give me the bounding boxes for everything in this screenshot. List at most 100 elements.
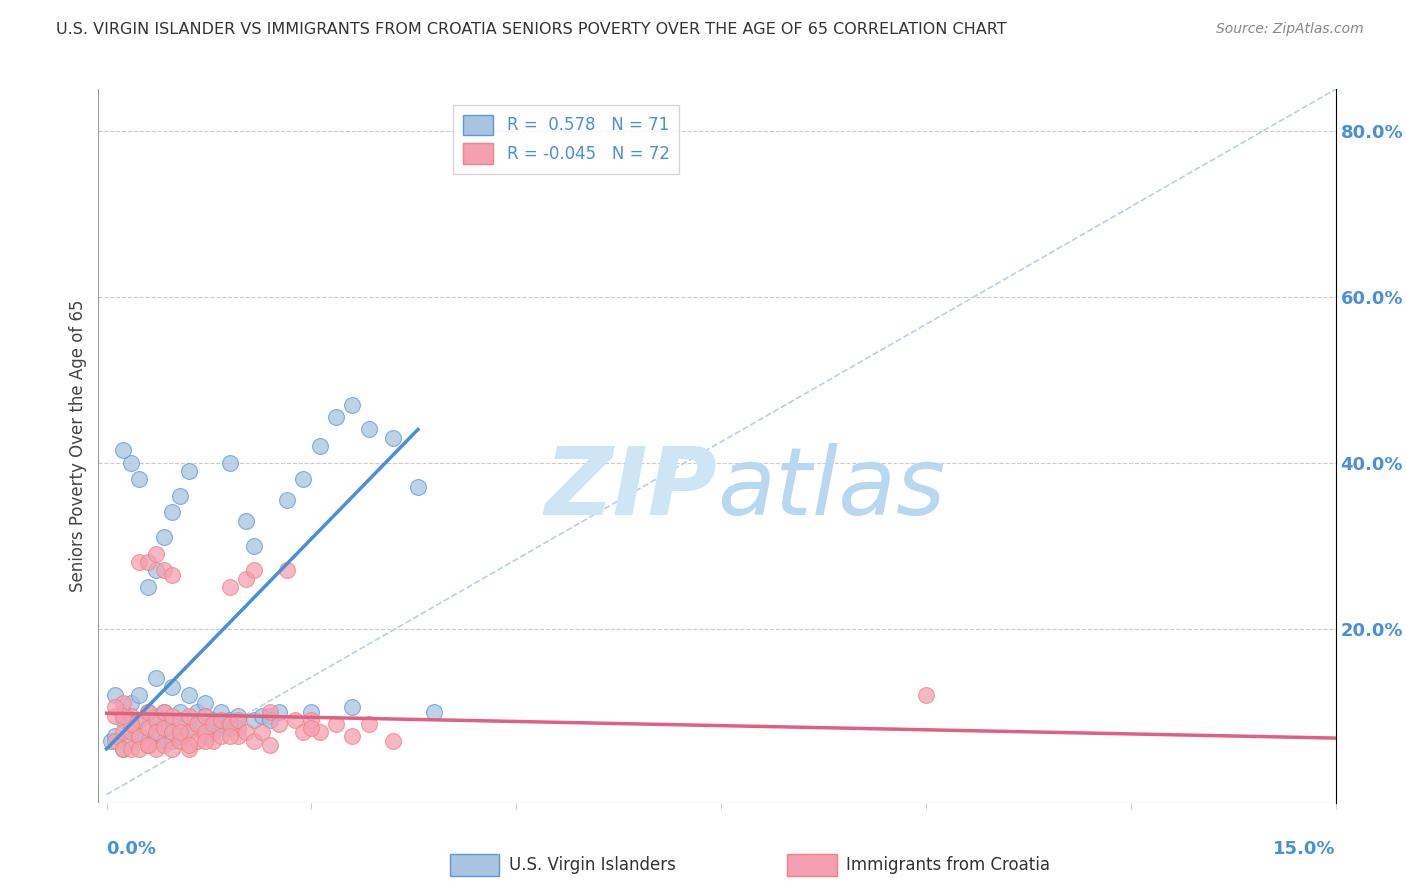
Point [145,730,167,744]
Point [145,742,167,756]
Point [120,721,142,735]
Point [177,464,200,478]
Point [308,725,330,739]
Point [235,514,257,528]
Point [243,733,266,747]
Point [136,721,159,735]
Point [128,742,150,756]
Point [243,713,266,727]
Point [357,422,380,436]
Text: Source: ZipAtlas.com: Source: ZipAtlas.com [1216,22,1364,37]
Point [145,713,167,727]
Point [209,713,232,727]
Point [136,733,159,747]
Point [218,580,240,594]
Point [194,708,217,723]
Point [136,721,159,735]
Point [177,742,200,756]
Point [194,696,217,710]
Point [259,738,281,752]
Point [111,713,134,727]
Point [136,705,159,719]
Point [243,564,266,578]
Point [284,713,307,727]
Point [194,725,217,739]
Point [160,680,183,694]
Point [177,738,200,752]
Point [120,708,142,723]
Point [169,713,191,727]
Point [160,713,183,727]
Point [186,717,208,731]
Point [235,572,257,586]
Point [301,721,323,735]
Point [128,713,150,727]
Point [160,725,183,739]
Point [128,555,150,569]
Point [128,713,150,727]
Point [226,713,249,727]
Point [128,472,150,486]
Point [145,564,167,578]
Point [104,688,127,702]
Point [218,717,240,731]
Text: atlas: atlas [717,443,945,534]
Point [177,713,200,727]
Point [177,708,200,723]
Point [276,564,298,578]
Point [160,567,183,582]
Point [186,733,208,747]
Text: Immigrants from Croatia: Immigrants from Croatia [846,856,1050,874]
Point [209,705,232,719]
Point [423,705,446,719]
Legend: R =  0.578   N = 71, R = -0.045   N = 72: R = 0.578 N = 71, R = -0.045 N = 72 [453,104,679,174]
Point [136,580,159,594]
Point [301,705,323,719]
Point [104,730,127,744]
Point [153,530,176,544]
Point [169,733,191,747]
Point [120,717,142,731]
Point [235,725,257,739]
Text: 0.0%: 0.0% [107,840,156,858]
Point [111,696,134,710]
Point [308,439,330,453]
Point [194,733,217,747]
Point [301,713,323,727]
Point [128,730,150,744]
Point [120,456,142,470]
Point [406,481,429,495]
Point [226,730,249,744]
Point [136,738,159,752]
Point [202,713,225,727]
Point [160,733,183,747]
Point [194,730,217,744]
Point [218,730,240,744]
Point [136,738,159,752]
Point [915,688,938,702]
Point [136,555,159,569]
Point [160,725,183,739]
Point [160,708,183,723]
Point [111,742,134,756]
Point [169,489,191,503]
Point [342,700,364,714]
Point [357,717,380,731]
Point [226,708,249,723]
Point [226,721,249,735]
Point [382,733,405,747]
Point [342,730,364,744]
Point [177,725,200,739]
Point [153,721,176,735]
Point [145,708,167,723]
Point [169,730,191,744]
Point [202,733,225,747]
Point [186,705,208,719]
Point [104,733,127,747]
Point [218,456,240,470]
Point [202,725,225,739]
Point [111,742,134,756]
Point [252,708,274,723]
Point [153,733,176,747]
Point [252,725,274,739]
